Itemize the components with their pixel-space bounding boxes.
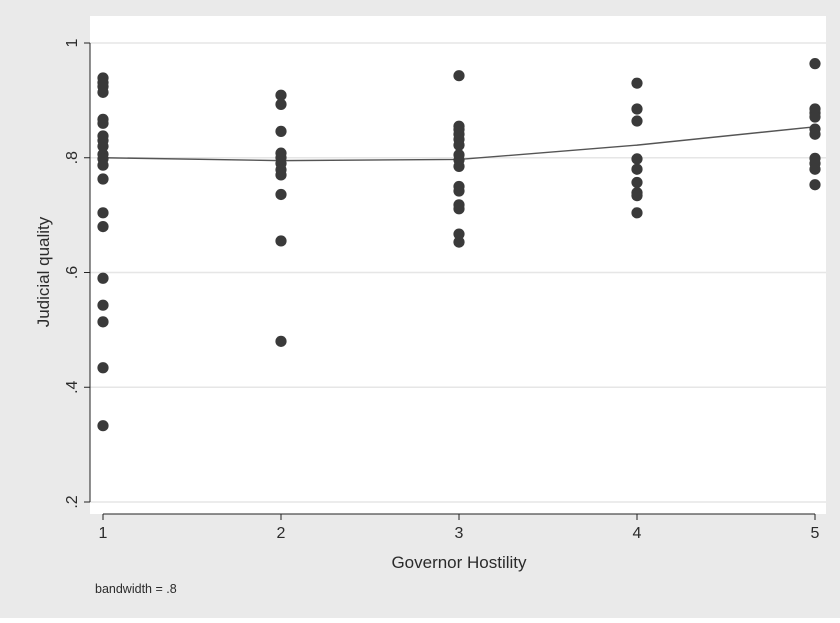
scatter-point-60 [809,128,821,140]
scatter-point-16 [97,299,109,311]
y-tick-label-1: .4 [64,380,81,393]
scatter-points [97,58,821,432]
scatter-point-22 [275,125,287,137]
x-axis-ticks: 1 2 3 4 5 [99,514,820,542]
scatter-point-27 [275,169,287,181]
bandwidth-note: bandwidth = .8 [95,582,177,596]
scatter-point-51 [631,176,643,189]
scatter-point-19 [97,420,109,432]
y-tick-label-4: 1 [64,38,81,47]
scatter-point-28 [275,188,287,201]
scatter-point-45 [453,236,465,248]
scatter-point-55 [809,58,821,70]
scatter-point-44 [453,228,465,240]
scatter-point-29 [275,235,287,247]
scatter-point-18 [97,362,109,374]
scatter-point-5 [97,117,109,129]
scatter-point-31 [453,70,465,82]
scatter-point-30 [275,335,287,347]
scatter-point-13 [97,207,109,219]
x-tick-label-1: 2 [277,525,286,542]
scatter-point-54 [631,207,643,219]
scatter-point-47 [631,103,643,115]
scatter-point-3 [97,86,109,98]
plot-area [90,16,826,514]
y-tick-label-3: .8 [64,151,81,164]
scatter-point-12 [97,173,109,185]
x-axis-label: Governor Hostility [391,553,527,572]
x-tick-label-0: 1 [99,525,108,542]
scatter-point-14 [97,221,109,233]
scatter-point-63 [809,163,821,175]
scatter-point-21 [275,98,287,110]
scatter-point-48 [631,115,643,127]
scatter-point-43 [453,203,465,215]
y-tick-label-0: .2 [64,495,81,508]
y-axis-label: Judicial quality [34,216,53,327]
scatter-point-36 [453,139,465,151]
scatter-point-8 [97,140,109,152]
scatter-point-39 [453,160,465,172]
scatter-point-64 [809,179,821,191]
scatter-point-53 [631,190,643,202]
scatter-point-11 [97,159,109,171]
scatter-point-46 [631,77,643,89]
x-tick-label-2: 3 [455,525,464,542]
y-axis-ticks: .2 .4 .6 .8 1 [64,38,90,509]
scatter-point-49 [631,153,643,165]
x-tick-label-3: 4 [633,525,642,542]
x-tick-label-4: 5 [811,525,820,542]
scatter-point-50 [631,163,643,175]
scatter-point-17 [97,316,109,328]
scatter-point-58 [809,111,821,123]
y-tick-label-2: .6 [64,266,81,279]
scatter-point-15 [97,272,109,284]
scatter-point-20 [275,89,287,101]
scatter-point-41 [453,185,465,197]
